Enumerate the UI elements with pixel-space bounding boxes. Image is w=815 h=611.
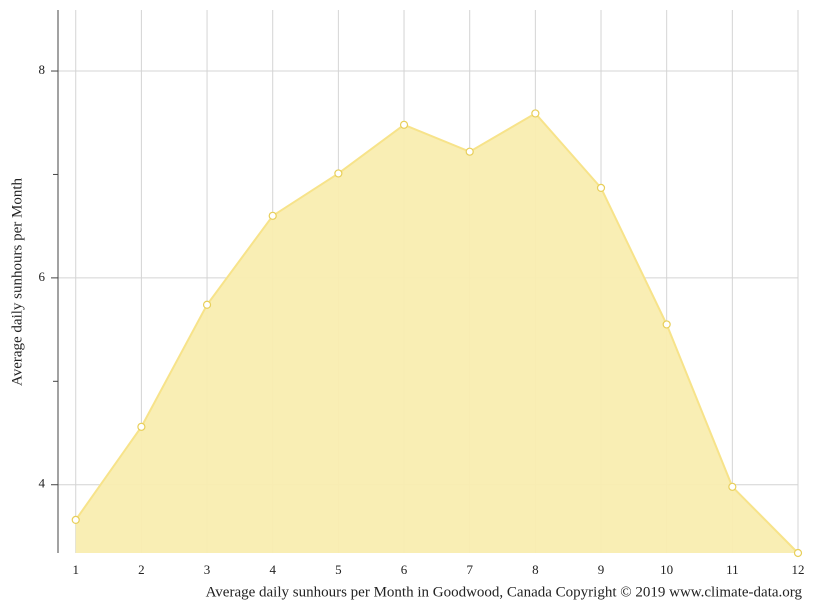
point bbox=[793, 548, 803, 558]
x-tick-label: 10 bbox=[660, 562, 673, 577]
x-tick-label: 7 bbox=[466, 562, 473, 577]
x-tick-label: 5 bbox=[335, 562, 342, 577]
point bbox=[662, 320, 671, 329]
point bbox=[334, 169, 343, 178]
chart-title: Average daily sunhours per Month in Good… bbox=[206, 584, 803, 600]
y-tick-label: 6 bbox=[39, 269, 46, 284]
x-tick-label: 3 bbox=[204, 562, 211, 577]
point bbox=[399, 120, 409, 129]
x-tick-label: 6 bbox=[401, 562, 408, 577]
point bbox=[465, 147, 474, 156]
y-tick-label: 4 bbox=[39, 476, 46, 491]
point bbox=[71, 515, 80, 525]
point bbox=[531, 109, 540, 118]
area bbox=[75, 113, 798, 553]
point bbox=[596, 183, 606, 192]
x-tick-label: 8 bbox=[532, 562, 539, 577]
x-tick-label: 12 bbox=[792, 562, 805, 577]
y-tick-label: 8 bbox=[39, 62, 46, 77]
x-tick-label: 9 bbox=[598, 562, 605, 577]
x-tick-label: 1 bbox=[72, 562, 79, 577]
point bbox=[202, 300, 212, 309]
point bbox=[728, 482, 737, 491]
point bbox=[268, 211, 277, 220]
line bbox=[74, 112, 799, 554]
x-tick-label: 2 bbox=[138, 562, 145, 577]
x-tick-label: 11 bbox=[726, 562, 739, 577]
x-tick-label: 4 bbox=[269, 562, 276, 577]
point bbox=[137, 422, 146, 431]
y-axis-label: Average daily sunhours per Month bbox=[9, 178, 25, 387]
